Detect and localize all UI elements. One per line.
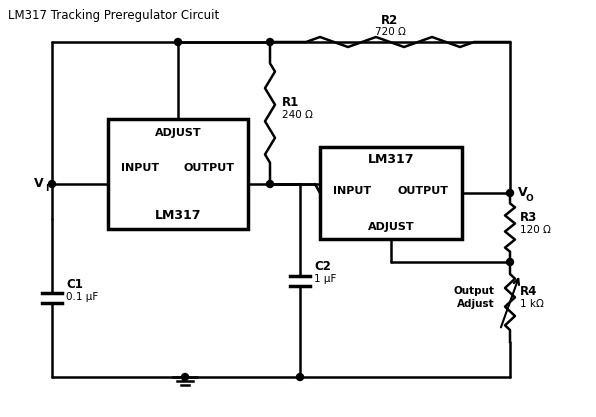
Text: LM317: LM317 [155,208,201,221]
Text: LM317 Tracking Preregulator Circuit: LM317 Tracking Preregulator Circuit [8,9,219,22]
Circle shape [266,38,274,45]
Circle shape [507,189,514,196]
Text: ADJUST: ADJUST [368,222,414,232]
Text: V: V [518,186,527,198]
Text: 720 Ω: 720 Ω [374,27,405,37]
Text: ADJUST: ADJUST [155,128,201,138]
Text: OUTPUT: OUTPUT [398,186,449,196]
FancyBboxPatch shape [320,147,462,239]
Text: 0.1 μF: 0.1 μF [66,292,98,302]
Circle shape [175,38,182,45]
Circle shape [507,259,514,266]
Text: INPUT: INPUT [121,163,159,173]
Text: Adjust: Adjust [457,299,495,309]
Text: 240 Ω: 240 Ω [282,110,313,120]
Text: C2: C2 [314,261,331,274]
Text: 120 Ω: 120 Ω [520,224,551,234]
Text: OUTPUT: OUTPUT [184,163,235,173]
Text: R4: R4 [520,285,538,298]
Text: R1: R1 [282,96,299,109]
Text: I: I [46,183,49,193]
FancyBboxPatch shape [108,119,248,229]
Text: LM317: LM317 [368,153,414,166]
Text: Output: Output [454,286,495,296]
Text: C1: C1 [66,278,83,291]
Circle shape [266,181,274,188]
Text: V: V [35,176,44,189]
Circle shape [182,374,188,380]
Text: 1 kΩ: 1 kΩ [520,299,544,309]
Circle shape [296,374,303,380]
Text: 1 μF: 1 μF [314,274,336,284]
Text: INPUT: INPUT [333,186,371,196]
Text: R2: R2 [381,14,399,27]
Text: R3: R3 [520,211,537,224]
Text: O: O [526,193,534,203]
Circle shape [48,181,55,188]
